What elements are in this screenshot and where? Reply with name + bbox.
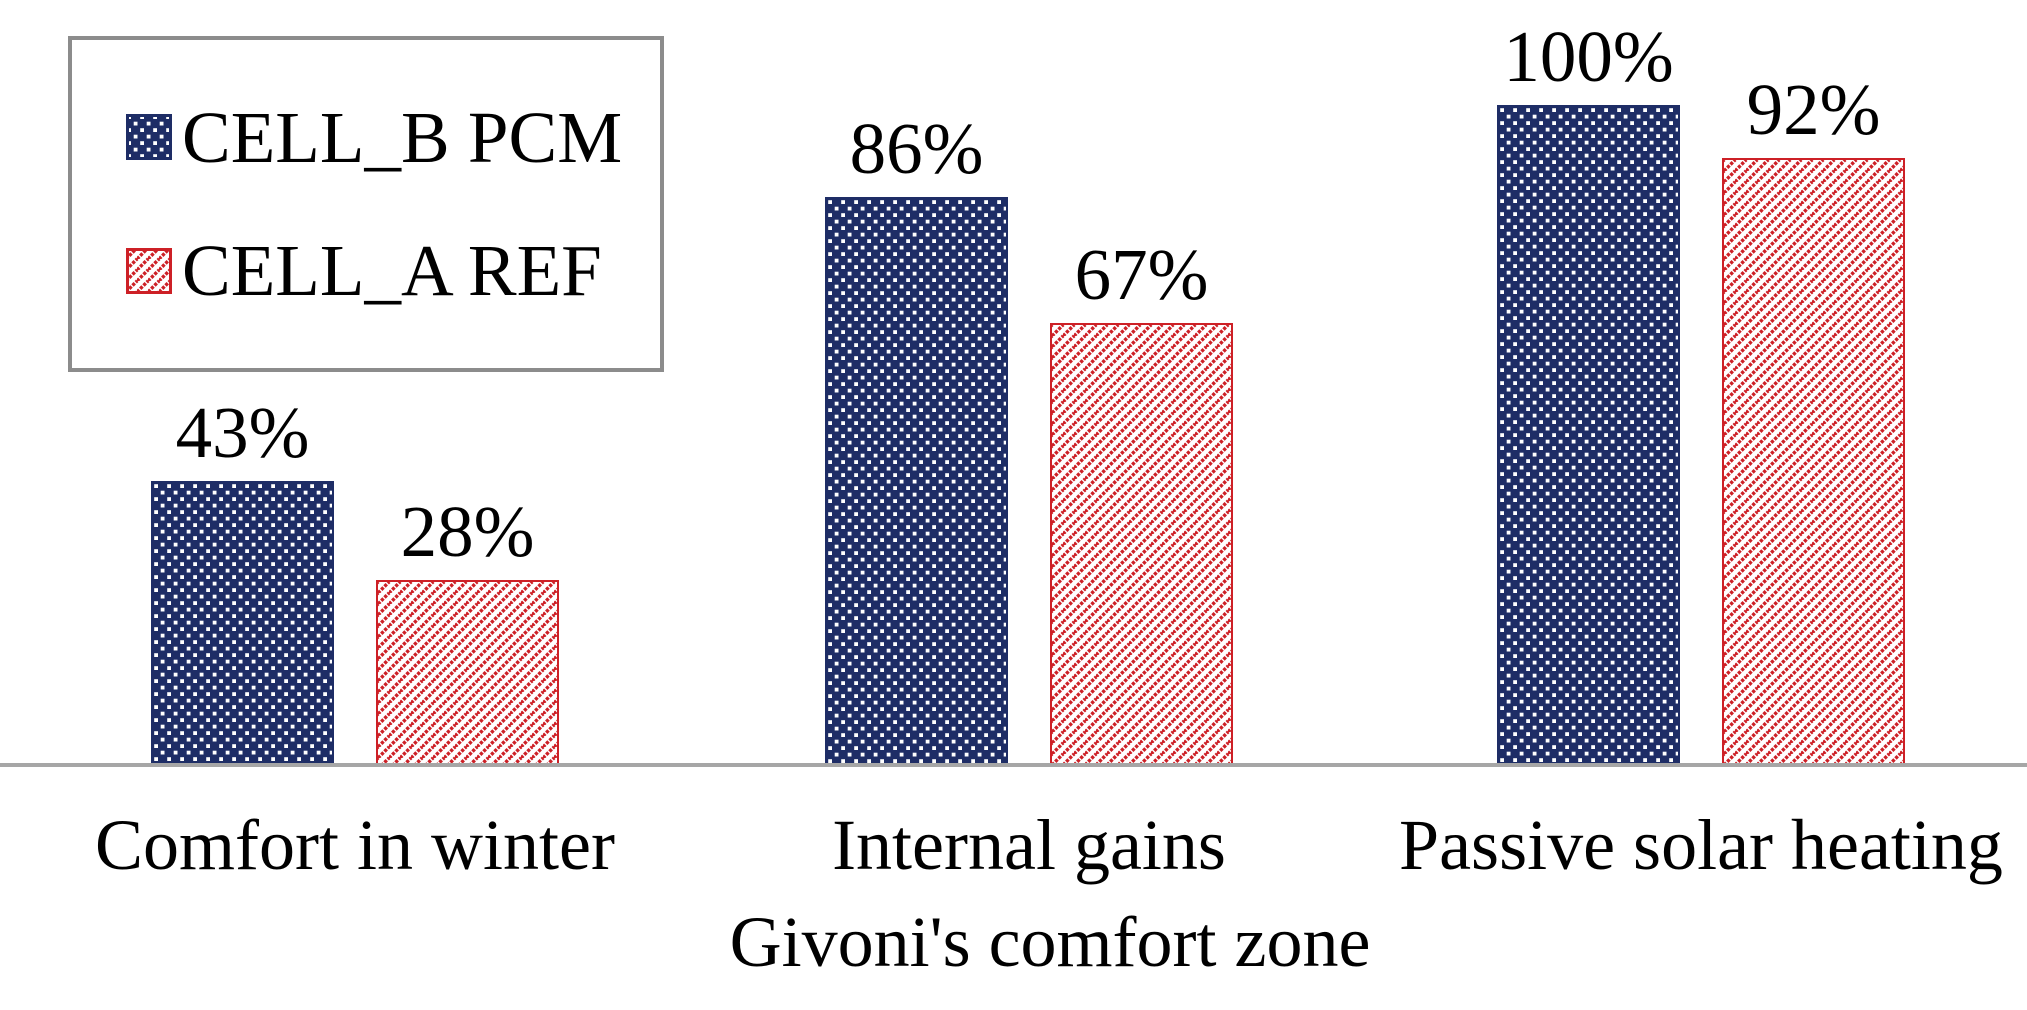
legend-item-cella-ref: CELL_A REF [126,234,660,307]
legend-swatch-red-hatch-icon [126,247,172,294]
category-label-0: Comfort in winter [95,805,615,885]
bar-cella-ref-2 [1722,158,1905,765]
bar-cella-ref-1 [1050,323,1233,765]
legend-label-cella-ref: CELL_A REF [182,230,602,312]
value-label-cella-ref-0: 28% [400,491,535,572]
bar-cellb-pcm-1 [825,197,1008,765]
bar-cella-ref-0 [376,580,559,765]
value-label-cellb-pcm-0: 43% [175,392,310,473]
legend: CELL_B PCM CELL_A REF [68,36,664,372]
category-label-2: Passive solar heating [1399,805,2003,885]
value-label-cellb-pcm-2: 100% [1503,16,1674,97]
legend-label-cellb-pcm: CELL_B PCM [182,96,623,178]
x-axis-line [0,763,2027,767]
value-label-cellb-pcm-1: 86% [849,108,984,189]
value-label-cella-ref-2: 92% [1746,69,1881,150]
legend-item-cellb-pcm: CELL_B PCM [126,101,660,174]
value-label-cella-ref-1: 67% [1074,234,1209,315]
category-label-1: Internal gains [832,805,1226,885]
legend-swatch-navy-dots-icon [126,114,172,161]
bar-cellb-pcm-2 [1497,105,1680,765]
bar-cellb-pcm-0 [151,481,334,765]
x-axis-title: Givoni's comfort zone [729,902,1371,982]
